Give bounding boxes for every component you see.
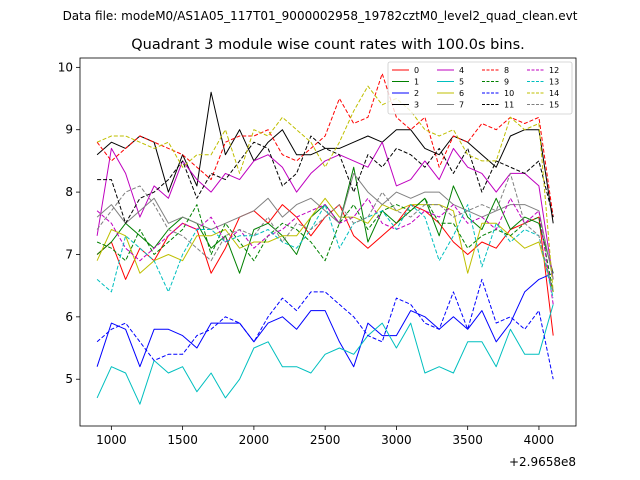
x-tick-label: 1500 [167,433,198,447]
series-line-6 [96,197,554,293]
legend-label-6: 6 [459,89,464,98]
x-tick-label: 3500 [452,433,483,447]
series-line-11 [97,135,554,224]
series-line-5 [96,304,554,405]
plot-area [80,58,576,426]
legend-label-8: 8 [504,66,509,75]
legend-label-12: 12 [549,66,559,75]
legend-label-1: 1 [414,78,419,87]
legend-label-9: 9 [504,78,509,87]
y-tick-label: 5 [65,372,73,386]
series-line-9 [96,197,554,292]
y-tick-label: 9 [65,123,73,137]
series-line-13 [96,204,554,299]
series-line-14 [96,85,554,292]
y-tick-label: 10 [58,60,73,74]
x-tick-label: 2500 [310,433,341,447]
chart-suptitle: Data file: modeM0/AS1A05_117T01_90000029… [63,9,578,23]
series-line-10 [96,278,554,380]
legend-label-13: 13 [549,78,559,87]
legend-label-3: 3 [414,101,419,110]
legend-label-0: 0 [414,66,419,75]
y-tick-label: 8 [65,185,73,199]
legend-label-5: 5 [459,78,464,87]
series-line-15 [96,172,554,293]
legend-label-10: 10 [504,89,514,98]
legend-label-7: 7 [459,101,464,110]
y-tick-label: 7 [65,247,73,261]
legend-label-15: 15 [549,101,559,110]
legend-label-14: 14 [549,89,559,98]
series-line-12 [96,197,554,305]
x-tick-label: 1000 [96,433,127,447]
series-line-7 [96,172,554,280]
y-tick-label: 6 [65,310,73,324]
chart-title: Quadrant 3 module wise count rates with … [131,37,525,53]
series-line-4 [96,141,554,280]
y-axis: 5 6 7 8 9 10 [58,60,80,386]
series-layer [96,73,554,405]
x-tick-label: 2000 [239,433,270,447]
legend-label-2: 2 [414,89,419,98]
x-tick-label: 4000 [524,433,555,447]
x-offset-text: +2.9658e8 [509,455,576,469]
plot-border [79,57,577,427]
legend-box [387,61,573,115]
series-line-2 [96,272,554,368]
legend-label-4: 4 [459,66,464,75]
x-axis: 1000 1500 2000 2500 3000 3500 4000 [96,426,554,447]
legend-label-11: 11 [504,101,514,110]
x-tick-label: 3000 [381,433,412,447]
